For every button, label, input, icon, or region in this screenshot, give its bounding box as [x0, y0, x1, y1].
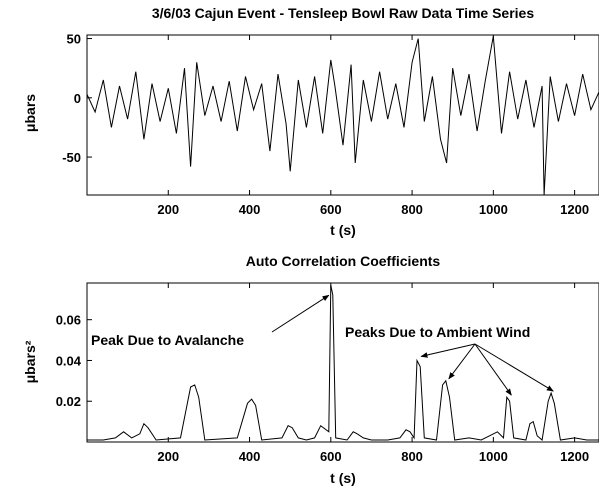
raw-data-x-tick-label: 800: [401, 202, 423, 217]
raw-data-ticks: 200 400 600 800 1000 1200 50 0 -50: [62, 32, 589, 217]
raw-data-y-tick-label: 0: [74, 91, 81, 106]
autocorrelation-y-axis-label: μbars²: [22, 340, 38, 383]
autocorrelation-x-tick-label: 400: [239, 449, 261, 464]
annotation-arrow: [271, 294, 330, 333]
autocorrelation-y-tick-label: 0.06: [56, 313, 81, 328]
autocorrelation-chart: Auto Correlation Coefficients t (s) μbar…: [22, 253, 599, 486]
annotation-arrow: [474, 343, 512, 396]
autocorrelation-axes-frame: [86, 282, 599, 443]
autocorrelation-x-tick-label: 800: [401, 449, 423, 464]
raw-data-series-line: [87, 36, 599, 195]
raw-data-plot-area: [87, 36, 599, 195]
raw-data-x-tick-label: 1200: [560, 202, 589, 217]
raw-data-chart: 3/6/03 Cajun Event - Tensleep Bowl Raw D…: [22, 5, 599, 238]
autocorrelation-x-tick-label: 1000: [479, 449, 508, 464]
autocorrelation-plot-area: [87, 284, 599, 441]
autocorrelation-annotations: Peak Due to Avalanche Peaks Due to Ambien…: [91, 294, 554, 396]
raw-data-x-tick-label: 600: [320, 202, 342, 217]
annotation-arrow: [448, 343, 476, 380]
autocorrelation-y-tick-label: 0.02: [56, 394, 81, 409]
raw-data-title: 3/6/03 Cajun Event - Tensleep Bowl Raw D…: [152, 5, 535, 21]
raw-data-x-axis-label: t (s): [330, 222, 356, 238]
autocorrelation-x-tick-label: 600: [320, 449, 342, 464]
raw-data-y-axis-label: μbars: [22, 94, 38, 132]
autocorrelation-y-tick-label: 0.04: [56, 353, 82, 368]
autocorrelation-ticks: 200 400 600 800 1000 1200 0.06 0.04 0.02: [56, 283, 589, 464]
raw-data-x-tick-label: 1000: [479, 202, 508, 217]
annotation-arrow: [474, 343, 554, 392]
raw-data-x-tick-label: 400: [239, 202, 261, 217]
autocorrelation-series-line: [87, 284, 599, 441]
annotation-arrow: [420, 343, 476, 358]
raw-data-y-tick-label: 50: [67, 32, 81, 47]
raw-data-y-tick-label: -50: [62, 150, 81, 165]
raw-data-axes-frame: [86, 34, 599, 196]
autocorrelation-x-tick-label: 1200: [560, 449, 589, 464]
annotation-label: Peak Due to Avalanche: [91, 332, 244, 348]
annotation-label: Peaks Due to Ambient Wind: [345, 324, 530, 340]
autocorrelation-x-tick-label: 200: [157, 449, 179, 464]
raw-data-x-tick-label: 200: [157, 202, 179, 217]
autocorrelation-title: Auto Correlation Coefficients: [246, 253, 441, 269]
autocorrelation-x-axis-label: t (s): [330, 470, 356, 486]
